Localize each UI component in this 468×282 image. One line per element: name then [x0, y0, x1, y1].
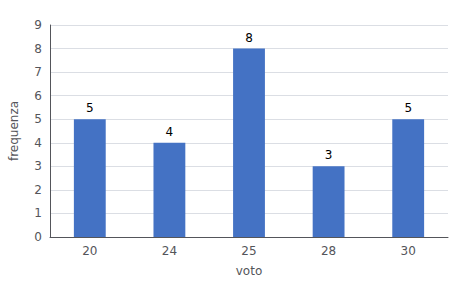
svg-text:25: 25 [241, 244, 256, 258]
svg-text:5: 5 [34, 112, 42, 126]
svg-text:28: 28 [321, 244, 336, 258]
svg-text:4: 4 [166, 125, 174, 139]
svg-text:3: 3 [34, 159, 42, 173]
svg-text:7: 7 [34, 65, 42, 79]
svg-text:24: 24 [162, 244, 177, 258]
svg-text:voto: voto [236, 264, 263, 278]
svg-text:6: 6 [34, 89, 42, 103]
svg-text:0: 0 [34, 230, 42, 244]
svg-text:8: 8 [34, 42, 42, 56]
svg-text:5: 5 [404, 101, 412, 115]
svg-text:20: 20 [82, 244, 97, 258]
svg-text:frequenza: frequenza [7, 101, 21, 161]
svg-text:4: 4 [34, 136, 42, 150]
svg-text:30: 30 [401, 244, 416, 258]
svg-text:2: 2 [34, 183, 42, 197]
svg-text:8: 8 [245, 31, 253, 45]
svg-text:1: 1 [34, 206, 42, 220]
svg-text:9: 9 [34, 18, 42, 32]
svg-text:3: 3 [325, 148, 333, 162]
svg-text:5: 5 [86, 101, 94, 115]
